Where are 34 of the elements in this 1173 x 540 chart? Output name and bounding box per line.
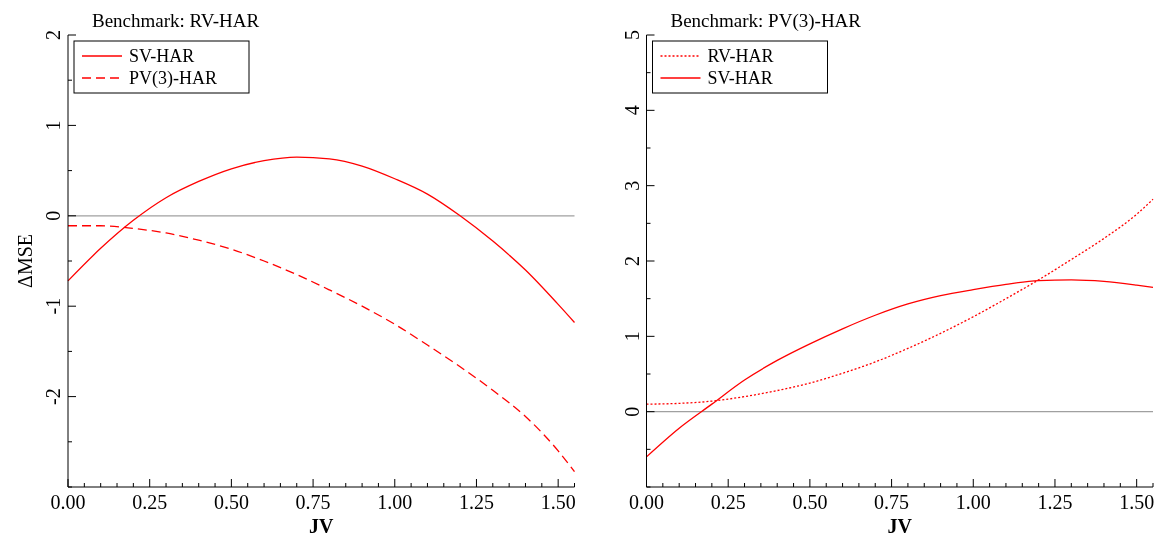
y-tick-label: 4 — [620, 105, 643, 116]
legend-label: PV(3)-HAR — [129, 68, 217, 89]
y-tick-label: 5 — [620, 30, 643, 40]
y-tick-label: 0 — [620, 406, 643, 417]
x-tick-label: 0.25 — [132, 491, 168, 513]
chart-title: Benchmark: RV-HAR — [92, 10, 260, 31]
y-tick-label: -1 — [42, 297, 64, 315]
x-tick-label: 1.50 — [1119, 491, 1155, 513]
x-tick-label: 0.00 — [629, 491, 664, 513]
x-tick-label: 1.25 — [458, 491, 494, 513]
legend-label: SV-HAR — [129, 46, 195, 66]
y-tick-label: 0 — [42, 210, 64, 221]
x-axis-title: JV — [887, 515, 913, 537]
y-tick-label: -2 — [42, 388, 64, 405]
x-tick-label: 1.00 — [955, 491, 991, 513]
y-tick-label: 2 — [620, 256, 643, 266]
x-tick-label: 0.75 — [295, 491, 331, 513]
y-tick-label: 2 — [42, 30, 64, 40]
y-tick-label: 3 — [620, 180, 643, 191]
x-tick-label: 0.25 — [710, 491, 746, 513]
x-tick-label: 0.50 — [792, 491, 828, 513]
chart-title: Benchmark: PV(3)-HAR — [670, 10, 862, 32]
x-tick-label: 0.00 — [50, 491, 86, 513]
y-tick-label: 1 — [620, 331, 643, 342]
y-tick-label: 1 — [42, 120, 64, 131]
x-tick-label: 1.00 — [377, 491, 413, 513]
legend-label: SV-HAR — [707, 68, 773, 88]
legend-label: RV-HAR — [707, 46, 774, 66]
x-tick-label: 1.50 — [540, 491, 576, 513]
x-tick-label: 0.50 — [213, 491, 249, 513]
x-tick-label: 0.75 — [874, 491, 910, 513]
x-axis-title: JV — [309, 515, 335, 537]
x-tick-label: 1.25 — [1037, 491, 1073, 513]
y-axis-title: ΔMSE — [14, 234, 36, 288]
